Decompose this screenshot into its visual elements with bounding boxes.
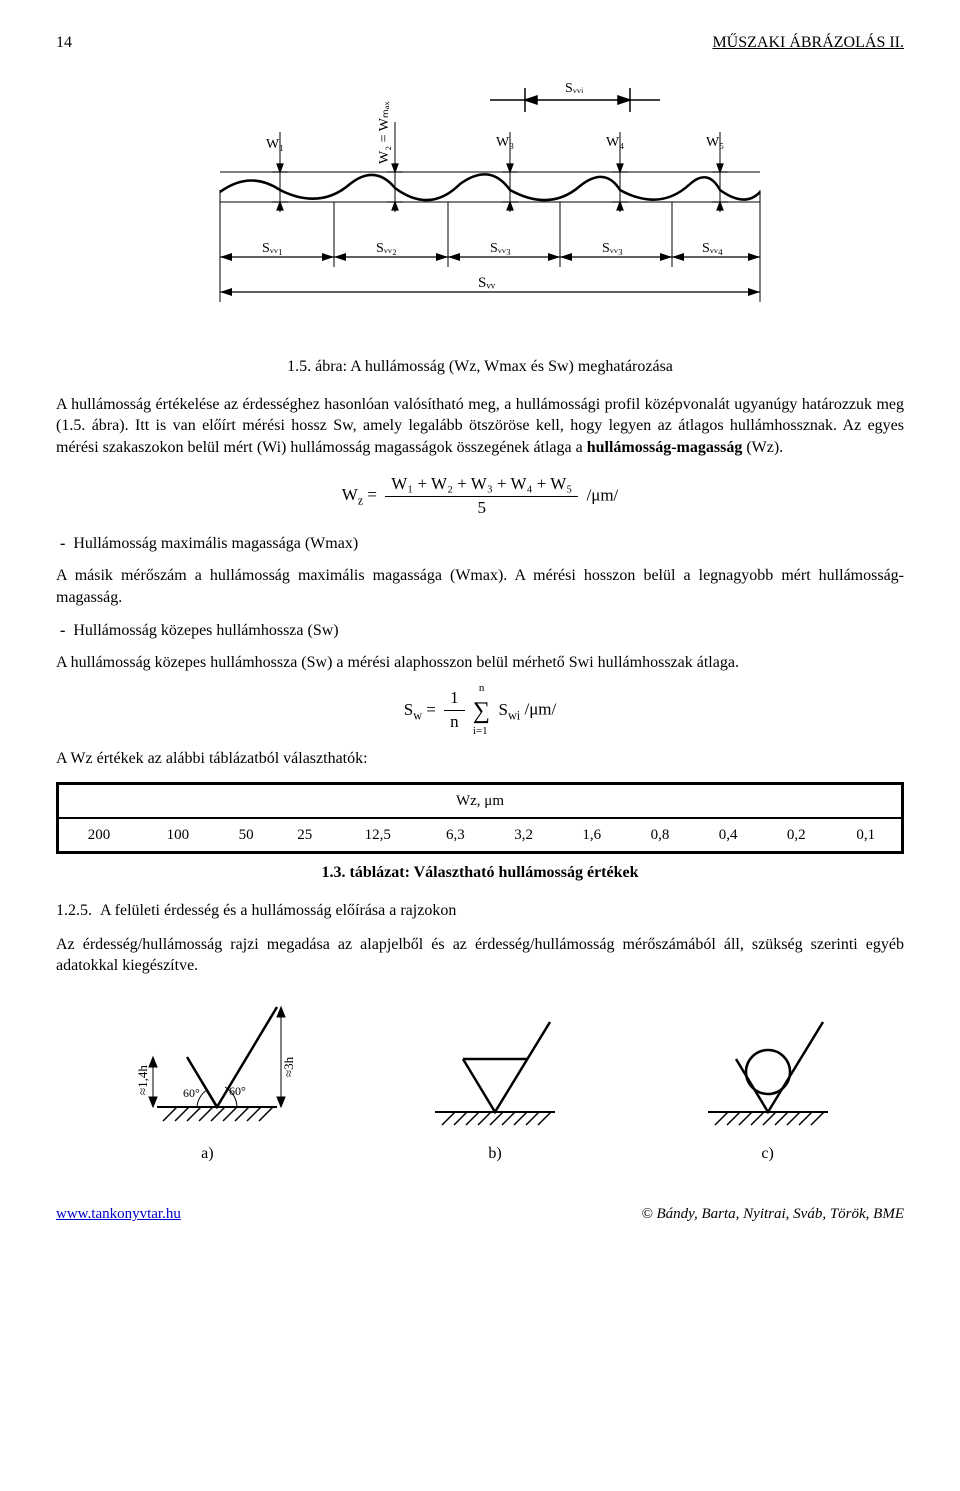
paragraph-sw: A hullámosság közepes hullámhossza (Sw) … xyxy=(56,652,904,674)
figure-waviness-diagram: Sᵥᵥᵢ W₂ = Wₘₐₓ W₁ W₃ W₄ xyxy=(56,72,904,339)
paragraph-last: Az érdesség/hullámosság rajzi megadása a… xyxy=(56,934,904,977)
label-w3: W₃ xyxy=(496,135,514,150)
label-sw3b: Sᵥᵥ₃ xyxy=(602,241,623,256)
symbol-label-a: a) xyxy=(201,1145,213,1162)
label-1-4h: ≈1,4h xyxy=(135,1064,150,1094)
label-3h: ≈3h xyxy=(281,1056,296,1077)
page-number: 14 xyxy=(56,32,72,54)
label-w4: W₄ xyxy=(606,135,624,150)
footer-authors: © Bándy, Barta, Nyitrai, Sváb, Török, BM… xyxy=(641,1204,904,1224)
running-header: 14 MŰSZAKI ÁBRÁZOLÁS II. xyxy=(56,32,904,54)
label-w2: W₂ = Wₘₐₓ xyxy=(377,100,392,164)
paragraph-table-intro: A Wz értékek az alábbi táblázatból válas… xyxy=(56,748,904,770)
bullet-sw: - Hullámosság közepes hullámhossza (Sw) xyxy=(60,620,904,642)
section-heading-1-2-5: 1.2.5. A felületi érdesség és a hullámos… xyxy=(56,900,904,922)
page-footer: www.tankonyvtar.hu © Bándy, Barta, Nyitr… xyxy=(56,1204,904,1224)
label-w5: W₅ xyxy=(706,135,724,150)
table-caption-1-3: 1.3. táblázat: Választható hullámosság é… xyxy=(56,862,904,884)
label-sw-total: Sᵥᵥ xyxy=(478,275,496,291)
formula-wz: Wz = W₁ + W₂ + W₃ + W₄ + W₅ 5 /μm/ xyxy=(56,473,904,520)
label-sw2: Sᵥᵥ₂ xyxy=(376,241,397,256)
label-sw3: Sᵥᵥ₃ xyxy=(490,241,511,256)
label-60-left: 60° xyxy=(183,1086,200,1100)
figure-surface-symbols: ≈1,4h ≈3h 60° 60° a) b) xyxy=(56,997,904,1165)
running-title: MŰSZAKI ÁBRÁZOLÁS II. xyxy=(712,32,904,54)
label-sw1: Sᵥᵥ₁ xyxy=(262,241,283,256)
footer-link[interactable]: www.tankonyvtar.hu xyxy=(56,1204,181,1224)
table-wz-values: Wz, μm 200100 5025 12,56,3 3,21,6 0,80,4… xyxy=(56,782,904,855)
label-w1: W₁ xyxy=(266,137,284,152)
formula-sw: Sw = 1n n ∑ i=1 Swi /μm/ xyxy=(56,687,904,734)
table-row: 200100 5025 12,56,3 3,21,6 0,80,4 0,20,1 xyxy=(58,818,903,853)
label-60-right: 60° xyxy=(229,1084,246,1098)
figure-caption-1-5: 1.5. ábra: A hullámosság (Wz, Wmax és Sw… xyxy=(56,356,904,378)
bullet-wmax: - Hullámosság maximális magassága (Wmax) xyxy=(60,533,904,555)
paragraph-intro: A hullámosság értékelése az érdességhez … xyxy=(56,394,904,459)
label-sw4: Sᵥᵥ₄ xyxy=(702,241,723,256)
symbol-label-b: b) xyxy=(488,1145,501,1162)
paragraph-wmax: A másik mérőszám a hullámosság maximális… xyxy=(56,565,904,608)
label-swi: Sᵥᵥᵢ xyxy=(565,81,584,96)
symbol-label-c: c) xyxy=(761,1145,773,1162)
